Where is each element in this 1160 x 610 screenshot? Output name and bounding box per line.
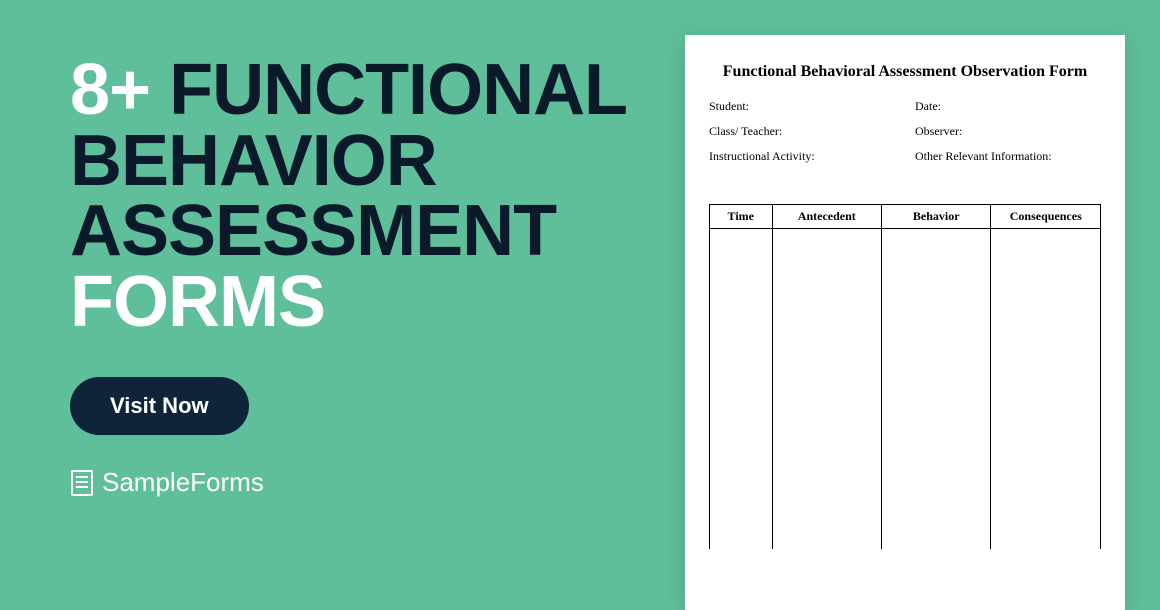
field-student: Student: xyxy=(709,99,895,114)
cell-behavior xyxy=(882,229,991,549)
headline-line2: BEHAVIOR xyxy=(70,121,437,201)
field-observer: Observer: xyxy=(915,124,1101,139)
visit-now-button[interactable]: Visit Now xyxy=(70,377,249,435)
headline: 8+ FUNCTIONAL BEHAVIOR ASSESSMENT FORMS xyxy=(70,55,690,337)
table-header-row: Time Antecedent Behavior Consequences xyxy=(710,205,1101,229)
document-icon xyxy=(70,469,94,497)
col-header-time: Time xyxy=(710,205,773,229)
cell-antecedent xyxy=(772,229,881,549)
field-class-teacher: Class/ Teacher: xyxy=(709,124,895,139)
hero-left-panel: 8+ FUNCTIONAL BEHAVIOR ASSESSMENT FORMS … xyxy=(70,55,690,498)
observation-table: Time Antecedent Behavior Consequences xyxy=(709,204,1101,549)
table-row xyxy=(710,229,1101,549)
headline-line4: FORMS xyxy=(70,262,325,342)
document-fields: Student: Date: Class/ Teacher: Observer:… xyxy=(709,99,1101,164)
brand-row: SampleForms xyxy=(70,467,690,498)
cell-time xyxy=(710,229,773,549)
col-header-behavior: Behavior xyxy=(882,205,991,229)
col-header-antecedent: Antecedent xyxy=(772,205,881,229)
document-title: Functional Behavioral Assessment Observa… xyxy=(709,63,1101,81)
field-date: Date: xyxy=(915,99,1101,114)
document-preview: Functional Behavioral Assessment Observa… xyxy=(685,35,1125,610)
cell-consequences xyxy=(991,229,1101,549)
col-header-consequences: Consequences xyxy=(991,205,1101,229)
headline-line3: ASSESSMENT xyxy=(70,191,556,271)
headline-line1: FUNCTIONAL xyxy=(169,50,627,130)
headline-count: 8+ xyxy=(70,50,150,130)
field-other-info: Other Relevant Information: xyxy=(915,149,1101,164)
field-instructional-activity: Instructional Activity: xyxy=(709,149,895,164)
brand-name: SampleForms xyxy=(102,467,264,498)
